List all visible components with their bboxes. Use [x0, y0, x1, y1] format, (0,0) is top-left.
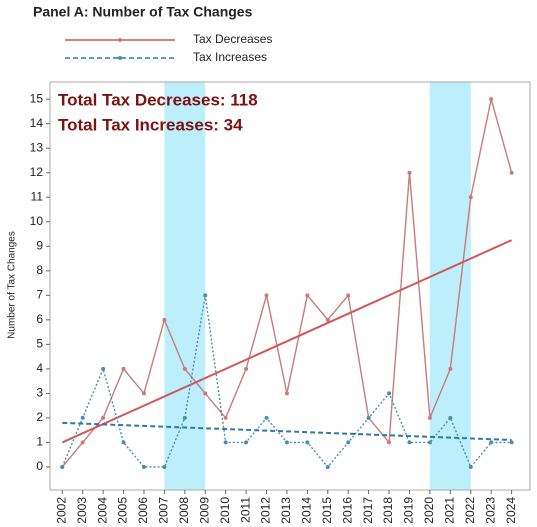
y-tick-label: 15: [30, 91, 44, 105]
y-tick-label: 11: [31, 189, 44, 203]
data-point: [162, 317, 167, 322]
data-point: [101, 415, 106, 420]
data-point: [448, 415, 453, 420]
annotation: Total Tax Increases: 34: [58, 115, 243, 134]
data-point: [305, 440, 310, 445]
annotation: Total Tax Decreases: 118: [58, 90, 258, 109]
y-tick-label: 10: [30, 214, 44, 228]
trend-line: [62, 421, 512, 441]
x-tick-label: 2015: [320, 497, 334, 524]
y-tick-label: 2: [36, 410, 43, 424]
data-point: [121, 440, 126, 445]
data-point: [223, 415, 228, 420]
data-point: [468, 195, 473, 200]
data-point: [509, 440, 514, 445]
x-tick-label: 2010: [218, 497, 232, 524]
data-point: [244, 366, 249, 371]
data-point: [325, 464, 330, 469]
data-point: [141, 464, 146, 469]
legend-marker: [118, 38, 122, 42]
data-point: [325, 317, 330, 322]
x-tick-label: 2013: [279, 497, 293, 524]
legend-marker: [118, 56, 122, 60]
data-point: [509, 170, 514, 175]
data-point: [264, 293, 269, 298]
x-tick-label: 2007: [157, 497, 171, 524]
shaded-period: [164, 82, 206, 490]
y-tick-label: 5: [36, 337, 43, 351]
legend-label: Tax Decreases: [193, 32, 272, 46]
data-point: [203, 391, 208, 396]
y-tick-label: 6: [36, 312, 43, 326]
data-point: [489, 440, 494, 445]
data-point: [448, 366, 453, 371]
y-tick-label: 0: [36, 459, 43, 473]
data-point: [121, 366, 126, 371]
y-tick-label: 1: [36, 435, 43, 449]
x-tick-label: 2012: [259, 497, 273, 524]
y-tick-label: 3: [36, 386, 43, 400]
data-point: [101, 366, 106, 371]
y-tick-label: 13: [30, 140, 44, 154]
legend-label: Tax Increases: [193, 50, 267, 64]
y-tick-label: 12: [30, 165, 44, 179]
y-axis-label: Number of Tax Changes: [7, 231, 18, 339]
x-tick-label: 2024: [504, 497, 518, 524]
y-tick-label: 4: [36, 361, 43, 375]
data-point: [366, 415, 371, 420]
data-point: [182, 415, 187, 420]
x-tick-label: 2002: [54, 497, 68, 524]
data-point: [80, 440, 85, 445]
x-tick-label: 2017: [361, 497, 375, 524]
data-point: [305, 293, 310, 298]
shaded-period: [429, 82, 471, 490]
data-point: [284, 391, 289, 396]
y-tick-label: 7: [36, 287, 43, 301]
data-point: [346, 440, 351, 445]
data-point: [427, 440, 432, 445]
data-point: [223, 440, 228, 445]
data-point: [407, 440, 412, 445]
plot-frame: [49, 81, 531, 491]
data-point: [162, 464, 167, 469]
y-tick-label: 8: [36, 263, 43, 277]
data-point: [407, 170, 412, 175]
x-tick-label: 2003: [75, 497, 89, 524]
x-tick-label: 2019: [402, 497, 416, 524]
data-point: [244, 440, 249, 445]
x-tick-label: 2021: [443, 497, 457, 524]
data-point: [387, 391, 392, 396]
data-point: [284, 440, 289, 445]
x-tick-label: 2023: [483, 497, 497, 524]
x-tick-label: 2006: [136, 497, 150, 524]
data-point: [203, 293, 208, 298]
x-tick-label: 2016: [340, 497, 354, 524]
y-tick-label: 9: [36, 238, 43, 252]
chart-title: Panel A: Number of Tax Changes: [33, 4, 253, 20]
data-point: [489, 97, 494, 102]
data-point: [387, 440, 392, 445]
data-point: [80, 415, 85, 420]
x-tick-label: 2020: [422, 497, 436, 524]
x-tick-label: 2018: [381, 497, 395, 524]
data-point: [427, 415, 432, 420]
trend-line: [61, 239, 513, 444]
x-tick-label: 2005: [116, 497, 130, 524]
x-tick-label: 2014: [300, 497, 314, 524]
data-point: [264, 415, 269, 420]
data-point: [141, 391, 146, 396]
data-point: [60, 464, 65, 469]
data-point: [468, 464, 473, 469]
y-tick-label: 14: [30, 116, 44, 130]
data-point: [182, 366, 187, 371]
x-tick-label: 2004: [95, 497, 109, 524]
x-tick-label: 2008: [177, 497, 191, 524]
x-tick-label: 2009: [197, 497, 211, 524]
data-point: [346, 293, 351, 298]
x-tick-label: 2011: [238, 497, 252, 523]
x-tick-label: 2022: [463, 497, 477, 524]
